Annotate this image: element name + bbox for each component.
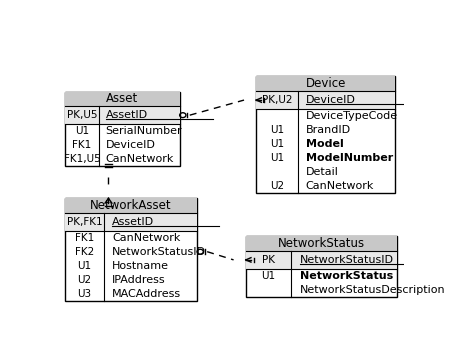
Text: NetworkStatus: NetworkStatus: [299, 271, 393, 281]
Text: CanNetwork: CanNetwork: [112, 233, 180, 243]
Text: Asset: Asset: [106, 92, 138, 105]
Bar: [256, 77, 396, 91]
Text: DeviceTypeCode: DeviceTypeCode: [306, 111, 398, 121]
Text: Model: Model: [306, 139, 343, 149]
Bar: [65, 213, 197, 231]
Bar: [65, 198, 197, 301]
Text: IPAddress: IPAddress: [112, 275, 166, 285]
Text: PK,U2: PK,U2: [262, 95, 292, 105]
Text: Detail: Detail: [306, 167, 339, 177]
Text: FK1: FK1: [72, 140, 92, 150]
Text: DeviceID: DeviceID: [106, 140, 156, 150]
Text: U2: U2: [78, 275, 92, 285]
Text: SerialNumber: SerialNumber: [106, 126, 182, 136]
Text: NetworkStatusID: NetworkStatusID: [299, 255, 394, 265]
Bar: [246, 251, 397, 269]
Bar: [65, 92, 180, 106]
Text: AssetID: AssetID: [112, 217, 154, 227]
Text: FK1,U5: FK1,U5: [64, 154, 101, 164]
Bar: [256, 77, 396, 193]
Text: Hostname: Hostname: [112, 261, 169, 271]
Text: MACAddress: MACAddress: [112, 289, 181, 299]
Text: U1: U1: [270, 139, 284, 149]
Bar: [256, 91, 396, 109]
Text: NetworkStatusID: NetworkStatusID: [112, 247, 206, 257]
Text: NetworkStatus: NetworkStatus: [278, 237, 365, 250]
Text: ModelNumber: ModelNumber: [306, 153, 393, 163]
Bar: [246, 236, 397, 297]
Text: U2: U2: [270, 181, 284, 191]
Text: BrandID: BrandID: [306, 125, 351, 135]
Text: PK,FK1: PK,FK1: [67, 217, 102, 227]
Text: FK1: FK1: [75, 233, 94, 243]
Text: NetworkStatusDescription: NetworkStatusDescription: [299, 285, 445, 295]
Bar: [65, 92, 180, 166]
Text: Device: Device: [306, 77, 346, 90]
Text: AssetID: AssetID: [106, 110, 148, 120]
Text: CanNetwork: CanNetwork: [106, 154, 174, 164]
Text: FK2: FK2: [75, 247, 94, 257]
Text: U1: U1: [78, 261, 92, 271]
Text: PK,U5: PK,U5: [67, 110, 97, 120]
Text: CanNetwork: CanNetwork: [306, 181, 374, 191]
Bar: [65, 198, 197, 213]
Bar: [246, 236, 397, 251]
Text: DeviceID: DeviceID: [306, 95, 356, 105]
Text: U1: U1: [261, 271, 276, 281]
Text: U1: U1: [270, 125, 284, 135]
Text: PK: PK: [262, 255, 275, 265]
Text: U1: U1: [75, 126, 89, 136]
Bar: [65, 106, 180, 124]
Text: NetworkAsset: NetworkAsset: [90, 199, 172, 212]
Text: U3: U3: [78, 289, 92, 299]
Text: U1: U1: [270, 153, 284, 163]
